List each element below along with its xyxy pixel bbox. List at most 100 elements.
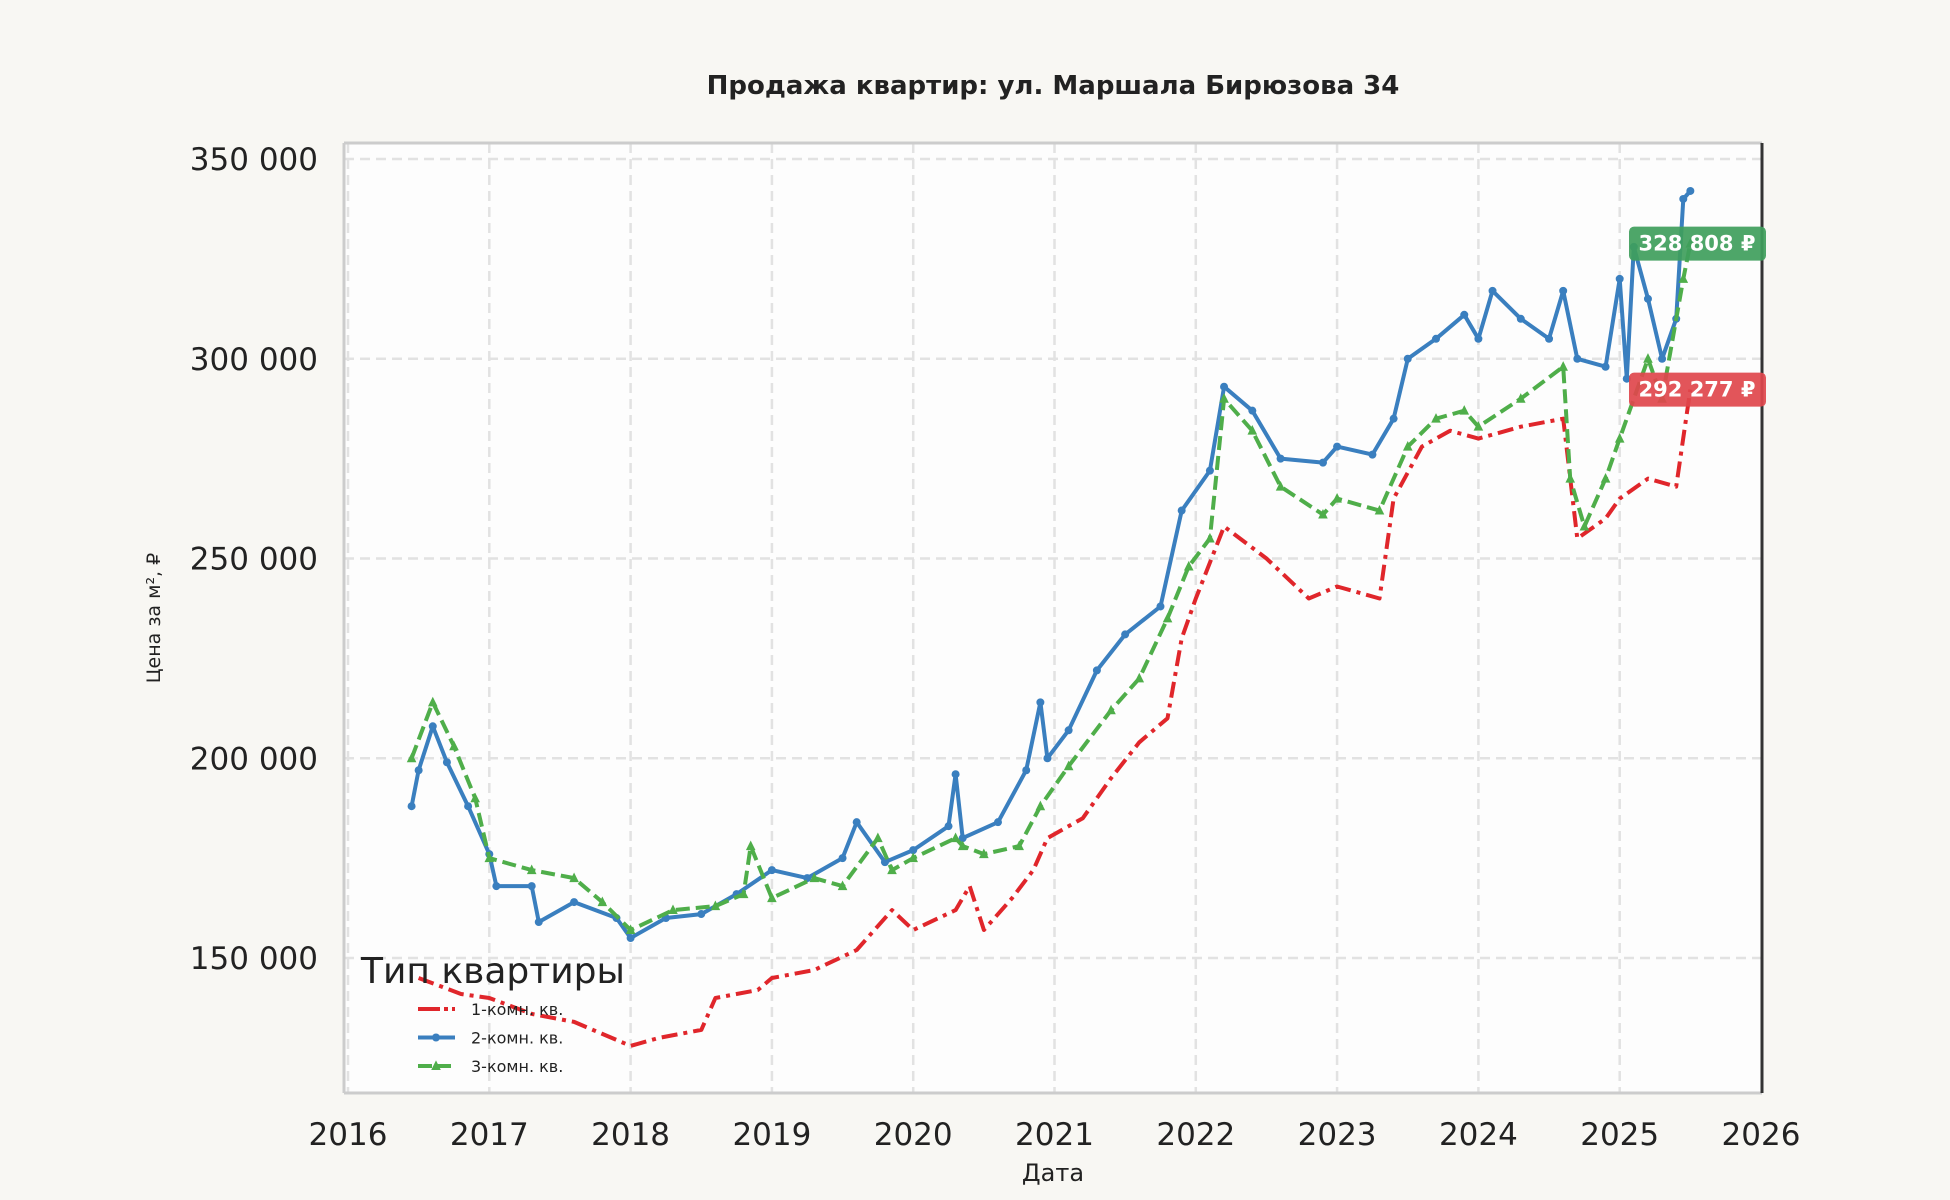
data-point [570,898,579,907]
badge-label: 328 808 ₽ [1639,232,1756,256]
badge-label: 292 277 ₽ [1639,378,1756,402]
data-point [407,802,416,811]
data-point [1565,473,1576,483]
data-point [1432,334,1441,343]
legend-label: 3-комн. кв. [471,1057,563,1076]
x-tick-label: 2016 [309,1117,388,1153]
data-point [1106,704,1116,715]
data-point [1559,286,1568,295]
data-point [1615,274,1624,283]
data-point [1183,560,1194,571]
data-point [1558,361,1568,371]
data-point [1035,800,1046,811]
x-tick-label: 2017 [450,1117,529,1153]
data-point [492,882,501,891]
data-point [442,758,451,767]
data-point [1474,334,1483,343]
data-point [1043,754,1052,763]
data-point [1573,354,1582,363]
plot-area [344,143,1762,1093]
data-point [428,722,437,731]
y-tick-label: 350 000 [190,142,318,178]
x-tick-label: 2021 [1015,1117,1094,1153]
x-tick-label: 2023 [1298,1117,1377,1153]
data-point [880,858,889,867]
data-point [710,900,721,911]
data-point [534,918,543,927]
data-point [1205,466,1214,475]
data-point [1162,612,1173,623]
data-point [1402,441,1413,451]
data-point [1579,520,1590,531]
data-point [1658,354,1667,363]
data-point [1643,353,1653,363]
data-point [1156,602,1165,611]
data-point [464,802,473,811]
series-1-room [417,389,1693,1048]
data-point [1460,310,1469,319]
legend-title: Тип квартиры [360,951,625,992]
data-point [668,904,678,915]
data-point [1036,698,1045,707]
data-point [837,880,848,891]
data-point [809,872,820,883]
badge-background [1629,226,1766,261]
data-point [887,864,897,875]
y-tick-label: 200 000 [190,741,318,777]
legend-item: 3-комн. кв. [418,1057,563,1076]
data-point [697,910,706,919]
badge-background [1629,372,1766,407]
legend: Тип квартиры 1-комн. кв. 2-комн. кв. 3-ком… [360,951,625,1076]
data-point [484,852,495,863]
data-point [951,770,960,779]
data-point [1614,433,1625,443]
data-point [1678,273,1689,283]
data-point [406,752,417,763]
data-point [1121,630,1130,639]
x-tick-label: 2024 [1439,1117,1518,1153]
x-tick-label: 2022 [1156,1117,1235,1153]
legend-item: 1-комн. кв. [418,1000,563,1019]
data-point [979,848,989,859]
axes [342,141,1764,1095]
data-point [1459,405,1470,415]
data-point [738,888,749,899]
data-point [1064,726,1073,735]
data-point [1275,480,1286,491]
y-tick-label: 250 000 [190,542,318,578]
annotations: 328 808 ₽ 292 277 ₽ [1629,226,1766,407]
data-point [1473,421,1484,431]
data-point [1643,294,1652,303]
y-tick-label: 150 000 [190,941,318,977]
x-tick-label: 2018 [591,1117,670,1153]
data-point [1332,492,1342,503]
data-point [957,840,968,851]
data-point [838,854,847,863]
legend-label: 2-комн. кв. [471,1029,563,1048]
data-point [1022,766,1031,775]
data-point [449,740,459,751]
data-point [852,818,861,827]
legend-label: 1-комн. кв. [471,1000,563,1019]
data-point [993,818,1002,827]
data-point [1515,393,1526,403]
data-point [1134,672,1145,683]
data-point [1318,508,1328,519]
data-point [1318,458,1327,467]
data-point [414,766,423,775]
data-point [1601,362,1610,371]
x-axis-label: Дата [1022,1159,1084,1187]
x-tick-label: 2019 [732,1117,811,1153]
data-point [431,1060,441,1070]
data-point [803,874,812,883]
data-point [1600,473,1611,483]
y-axis-label: Цена за м², ₽ [143,553,165,683]
data-point [958,834,967,843]
x-tick-label: 2026 [1722,1117,1801,1153]
data-point [950,832,961,843]
data-point [1545,334,1554,343]
data-point [1247,425,1258,435]
data-point [626,934,635,943]
data-point [1205,532,1215,543]
data-point [432,1033,440,1042]
